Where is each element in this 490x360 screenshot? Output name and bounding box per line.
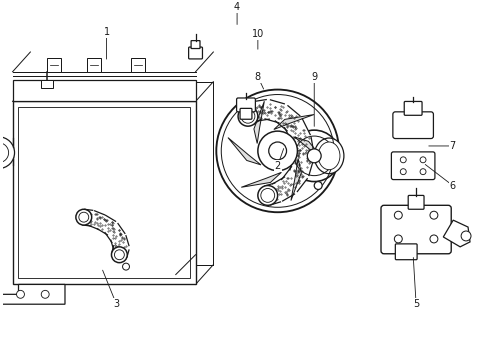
Circle shape (394, 211, 402, 219)
Polygon shape (89, 211, 104, 229)
Circle shape (400, 157, 406, 163)
FancyBboxPatch shape (381, 205, 451, 254)
Polygon shape (443, 220, 470, 247)
Bar (13, 102, 196, 284)
FancyBboxPatch shape (392, 152, 435, 180)
Circle shape (122, 263, 129, 270)
Polygon shape (83, 209, 93, 226)
Bar (13, 80, 196, 102)
Circle shape (17, 291, 24, 298)
Polygon shape (242, 103, 261, 124)
Ellipse shape (314, 138, 344, 174)
FancyBboxPatch shape (404, 102, 422, 115)
Text: 7: 7 (450, 141, 456, 151)
Circle shape (0, 143, 9, 163)
FancyBboxPatch shape (240, 108, 252, 119)
Polygon shape (274, 114, 314, 130)
Circle shape (289, 130, 340, 181)
Polygon shape (98, 215, 116, 235)
Circle shape (238, 107, 258, 126)
FancyBboxPatch shape (237, 98, 255, 112)
Circle shape (41, 291, 49, 298)
Circle shape (314, 181, 322, 189)
Text: 1: 1 (103, 27, 110, 37)
Circle shape (269, 142, 287, 160)
Circle shape (0, 137, 15, 168)
Polygon shape (265, 183, 280, 205)
Polygon shape (105, 224, 125, 243)
Polygon shape (254, 101, 264, 143)
Circle shape (420, 157, 426, 163)
Polygon shape (111, 236, 129, 250)
FancyBboxPatch shape (189, 47, 202, 59)
Circle shape (261, 189, 275, 202)
Polygon shape (112, 246, 129, 257)
Bar (41, 80, 53, 87)
FancyBboxPatch shape (191, 41, 200, 49)
Text: 8: 8 (255, 72, 261, 82)
Bar (47, 58, 61, 72)
Circle shape (430, 211, 438, 219)
Circle shape (307, 149, 321, 163)
Circle shape (420, 169, 426, 175)
Polygon shape (292, 137, 314, 158)
Text: 6: 6 (450, 180, 456, 190)
Polygon shape (253, 100, 269, 121)
Bar (19, 107, 190, 279)
Circle shape (216, 90, 339, 212)
Text: 2: 2 (274, 161, 281, 171)
Circle shape (115, 250, 124, 260)
Text: 5: 5 (413, 299, 419, 309)
Polygon shape (275, 106, 300, 131)
Circle shape (400, 169, 406, 175)
FancyBboxPatch shape (395, 244, 417, 260)
Bar (87, 58, 100, 72)
Circle shape (461, 231, 471, 241)
Polygon shape (285, 119, 310, 143)
Ellipse shape (318, 142, 340, 170)
Circle shape (241, 109, 255, 123)
Polygon shape (228, 138, 261, 165)
Circle shape (258, 185, 278, 205)
Text: 4: 4 (234, 3, 240, 13)
Polygon shape (290, 153, 314, 175)
Polygon shape (272, 177, 294, 201)
Bar (131, 58, 145, 72)
Polygon shape (241, 172, 281, 187)
Circle shape (79, 212, 89, 222)
Circle shape (258, 131, 297, 171)
Text: 9: 9 (311, 72, 318, 82)
Circle shape (394, 235, 402, 243)
FancyBboxPatch shape (393, 112, 434, 139)
Text: 3: 3 (113, 299, 120, 309)
Polygon shape (0, 284, 65, 304)
Circle shape (111, 247, 127, 263)
Polygon shape (294, 137, 327, 164)
Polygon shape (291, 158, 301, 201)
Polygon shape (282, 167, 307, 192)
Text: 10: 10 (252, 29, 264, 39)
Polygon shape (265, 100, 284, 123)
FancyBboxPatch shape (408, 195, 424, 209)
Circle shape (430, 235, 438, 243)
Circle shape (76, 209, 92, 225)
